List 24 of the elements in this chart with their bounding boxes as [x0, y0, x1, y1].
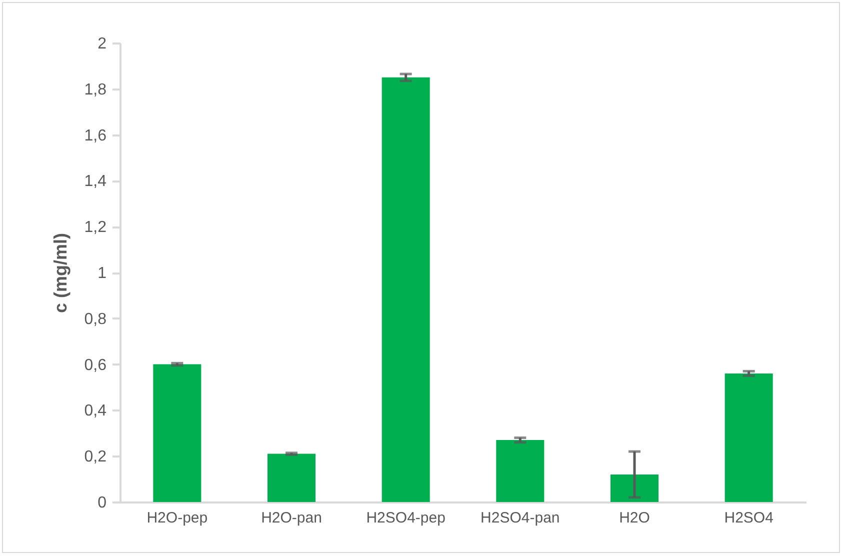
y-tick-label: 1 — [98, 265, 107, 282]
y-tick-label: 0,4 — [84, 402, 107, 420]
y-tick-label: 0 — [98, 494, 107, 512]
y-tick-label: 0,8 — [84, 310, 107, 328]
bar — [496, 440, 544, 502]
y-tick-label: 1,4 — [84, 173, 107, 190]
x-tick-label: H2SO4-pan — [480, 510, 560, 526]
y-tick-label: 2 — [98, 36, 107, 52]
bar — [153, 364, 202, 502]
y-axis-title: c (mg/ml) — [50, 232, 70, 314]
bar — [724, 373, 773, 502]
bar — [610, 474, 659, 502]
y-tick-label: 1,2 — [84, 219, 107, 236]
x-tick-label: H2O-pep — [146, 510, 208, 526]
x-tick-label: H2O-pan — [261, 510, 322, 526]
y-tick-label: 0,6 — [84, 356, 107, 374]
bar — [267, 454, 316, 502]
y-tick-label: 0,2 — [84, 448, 107, 466]
y-tick-label: 1,8 — [84, 81, 107, 98]
x-tick-label: H2O — [619, 510, 650, 526]
y-tick-label: 1,6 — [84, 127, 107, 144]
x-tick-label: H2SO4 — [724, 510, 774, 526]
x-tick-label: H2SO4-pep — [366, 510, 446, 526]
bar — [382, 77, 430, 502]
